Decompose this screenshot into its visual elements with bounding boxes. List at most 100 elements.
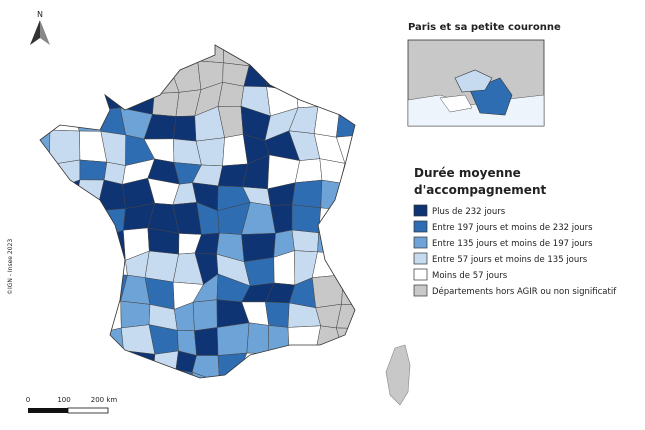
north-label: N bbox=[37, 10, 43, 19]
department bbox=[361, 110, 391, 141]
department bbox=[291, 179, 323, 209]
department bbox=[97, 300, 122, 333]
department bbox=[170, 45, 199, 69]
department bbox=[338, 182, 355, 214]
department bbox=[71, 300, 102, 333]
department bbox=[312, 62, 345, 94]
department bbox=[217, 163, 248, 188]
department bbox=[53, 60, 79, 88]
department bbox=[56, 324, 84, 356]
department bbox=[40, 111, 56, 132]
department bbox=[191, 355, 220, 378]
legend-title: Durée moyenne bbox=[414, 166, 521, 180]
legend-swatch bbox=[413, 252, 428, 265]
department bbox=[50, 346, 84, 378]
department bbox=[370, 213, 390, 235]
department bbox=[49, 159, 81, 191]
department bbox=[40, 346, 58, 378]
department bbox=[152, 350, 179, 378]
department bbox=[123, 45, 148, 70]
departments bbox=[27, 45, 391, 402]
department bbox=[101, 327, 124, 351]
department bbox=[121, 369, 154, 378]
department bbox=[367, 62, 389, 94]
department bbox=[96, 45, 128, 68]
department bbox=[122, 61, 155, 94]
legend-swatch bbox=[413, 236, 428, 249]
department bbox=[104, 83, 124, 110]
department bbox=[335, 61, 355, 88]
department bbox=[239, 369, 269, 378]
department bbox=[48, 228, 77, 262]
legend-label: Entre 57 jours et moins de 135 jours bbox=[432, 255, 588, 265]
department bbox=[197, 45, 225, 64]
department bbox=[49, 45, 79, 63]
department bbox=[75, 179, 105, 212]
department bbox=[336, 327, 355, 359]
department bbox=[291, 371, 324, 378]
department bbox=[335, 86, 355, 113]
department bbox=[175, 369, 196, 378]
north-arrow bbox=[40, 20, 50, 45]
department bbox=[55, 300, 80, 328]
legend-swatch bbox=[413, 268, 428, 281]
department bbox=[73, 83, 108, 116]
department bbox=[294, 158, 323, 184]
department bbox=[40, 45, 54, 71]
department bbox=[79, 326, 108, 356]
legend-swatch bbox=[413, 220, 428, 233]
department bbox=[336, 348, 355, 378]
department bbox=[291, 229, 319, 253]
inset-map bbox=[407, 39, 545, 127]
scale-label: 100 bbox=[57, 396, 70, 404]
scale-label: 0 bbox=[26, 396, 30, 404]
department bbox=[173, 115, 197, 142]
department bbox=[40, 324, 58, 355]
department bbox=[49, 111, 80, 132]
department bbox=[144, 250, 179, 283]
department bbox=[48, 202, 77, 236]
department bbox=[314, 375, 341, 378]
legend: Durée moyenne d'accompagnement Plus de 2… bbox=[413, 166, 617, 297]
department bbox=[337, 230, 355, 257]
department bbox=[341, 274, 355, 307]
department bbox=[49, 129, 81, 166]
department bbox=[105, 348, 124, 372]
department bbox=[336, 375, 355, 378]
department bbox=[74, 61, 106, 86]
department bbox=[27, 379, 59, 402]
department bbox=[241, 233, 276, 263]
department bbox=[311, 274, 344, 309]
department bbox=[246, 45, 267, 67]
department bbox=[144, 45, 177, 70]
scale-bar bbox=[67, 407, 109, 414]
department bbox=[97, 61, 125, 92]
department bbox=[246, 322, 270, 354]
legend-swatch bbox=[413, 284, 428, 297]
department bbox=[120, 300, 151, 329]
department bbox=[217, 352, 248, 378]
department bbox=[288, 346, 317, 376]
department bbox=[48, 251, 77, 281]
department bbox=[320, 179, 341, 210]
legend-label: Plus de 232 jours bbox=[432, 207, 506, 217]
department bbox=[40, 182, 54, 209]
scale-bar bbox=[28, 408, 68, 413]
department bbox=[79, 159, 108, 181]
department bbox=[216, 322, 250, 356]
corsica bbox=[385, 344, 411, 406]
department bbox=[102, 229, 126, 262]
department bbox=[291, 204, 322, 234]
legend-label: Entre 135 jours et moins de 197 jours bbox=[432, 239, 593, 249]
department bbox=[150, 369, 180, 378]
department bbox=[79, 348, 108, 376]
department bbox=[318, 207, 340, 234]
legend-label: Départements hors AGIR ou non significat… bbox=[432, 286, 617, 297]
legend-swatch bbox=[413, 204, 428, 217]
department bbox=[265, 45, 300, 61]
legend-label: Moins de 57 jours bbox=[432, 271, 508, 281]
department bbox=[40, 158, 54, 191]
department bbox=[40, 251, 55, 283]
department bbox=[217, 81, 245, 107]
